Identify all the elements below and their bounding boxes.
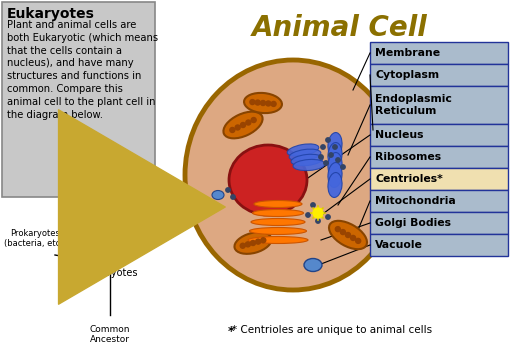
FancyBboxPatch shape <box>91 199 131 216</box>
Ellipse shape <box>329 221 367 249</box>
Circle shape <box>333 145 337 149</box>
FancyBboxPatch shape <box>2 2 155 197</box>
Ellipse shape <box>212 191 224 200</box>
Text: Common
Ancestor: Common Ancestor <box>90 325 130 344</box>
FancyBboxPatch shape <box>370 42 508 64</box>
Text: Animal Cell: Animal Cell <box>252 14 428 42</box>
Circle shape <box>316 219 320 223</box>
Circle shape <box>246 120 251 125</box>
Circle shape <box>326 215 330 219</box>
Circle shape <box>250 240 255 246</box>
Ellipse shape <box>291 154 323 166</box>
Circle shape <box>345 233 351 237</box>
Circle shape <box>266 101 271 106</box>
Ellipse shape <box>248 237 308 244</box>
FancyBboxPatch shape <box>370 212 508 234</box>
Text: Centrioles*: Centrioles* <box>375 174 443 184</box>
Ellipse shape <box>328 152 342 178</box>
Circle shape <box>319 155 323 159</box>
Circle shape <box>261 100 266 106</box>
FancyBboxPatch shape <box>370 168 508 190</box>
Text: Cytoplasm: Cytoplasm <box>375 70 439 80</box>
Text: Nucleus: Nucleus <box>375 130 424 140</box>
Circle shape <box>271 101 276 106</box>
Circle shape <box>250 99 255 105</box>
Circle shape <box>255 100 260 105</box>
Ellipse shape <box>244 93 282 113</box>
Circle shape <box>241 122 246 128</box>
FancyBboxPatch shape <box>370 124 508 146</box>
Circle shape <box>255 239 261 244</box>
Text: Prokaryotes
(bacteria, etc.): Prokaryotes (bacteria, etc.) <box>4 229 66 248</box>
Ellipse shape <box>328 142 342 168</box>
Text: Vacuole: Vacuole <box>375 240 423 250</box>
Text: Fungi: Fungi <box>70 210 96 220</box>
Text: Eukaryotes: Eukaryotes <box>83 268 137 278</box>
FancyBboxPatch shape <box>370 146 508 168</box>
Circle shape <box>336 158 340 162</box>
Circle shape <box>319 211 323 215</box>
Text: * Centrioles are unique to animal cells: * Centrioles are unique to animal cells <box>232 325 432 335</box>
Ellipse shape <box>251 218 305 226</box>
Circle shape <box>235 125 240 130</box>
Circle shape <box>321 145 325 149</box>
Ellipse shape <box>328 162 342 187</box>
Ellipse shape <box>328 173 342 197</box>
Ellipse shape <box>254 201 302 207</box>
Text: Mitochondria: Mitochondria <box>375 196 456 206</box>
FancyBboxPatch shape <box>370 86 508 124</box>
Circle shape <box>329 153 333 157</box>
Circle shape <box>340 229 345 235</box>
Circle shape <box>326 138 330 142</box>
Text: Ribosomes: Ribosomes <box>375 152 441 162</box>
Circle shape <box>356 238 361 244</box>
Text: *: * <box>228 325 234 338</box>
Ellipse shape <box>304 258 322 271</box>
Text: Plants: Plants <box>122 210 152 220</box>
Ellipse shape <box>229 145 307 215</box>
Ellipse shape <box>224 112 263 138</box>
FancyBboxPatch shape <box>370 64 508 86</box>
Circle shape <box>335 227 340 232</box>
Circle shape <box>245 242 250 247</box>
Ellipse shape <box>185 60 401 290</box>
Circle shape <box>311 203 315 207</box>
Text: Golgi Bodies: Golgi Bodies <box>375 218 451 228</box>
Text: Endoplasmic
Reticulum: Endoplasmic Reticulum <box>375 94 452 116</box>
Circle shape <box>231 195 235 199</box>
Text: Plant and animal cells are
both Eukaryotic (which means
that the cells contain a: Plant and animal cells are both Eukaryot… <box>7 20 158 120</box>
Ellipse shape <box>287 144 319 156</box>
Ellipse shape <box>234 232 271 254</box>
Ellipse shape <box>289 149 321 161</box>
Circle shape <box>324 161 328 165</box>
Circle shape <box>351 235 356 240</box>
Circle shape <box>261 238 266 243</box>
Circle shape <box>341 165 345 169</box>
FancyBboxPatch shape <box>370 234 508 256</box>
Circle shape <box>240 243 245 248</box>
Text: Membrane: Membrane <box>375 48 440 58</box>
Ellipse shape <box>252 209 303 216</box>
Circle shape <box>251 118 256 122</box>
Circle shape <box>313 208 323 218</box>
Circle shape <box>230 128 235 132</box>
Ellipse shape <box>249 227 306 235</box>
FancyBboxPatch shape <box>370 190 508 212</box>
Circle shape <box>306 213 310 217</box>
Ellipse shape <box>328 132 342 158</box>
Text: Eukaryotes: Eukaryotes <box>7 7 95 21</box>
Ellipse shape <box>293 159 325 171</box>
Text: Animals: Animals <box>89 202 133 212</box>
Circle shape <box>226 188 230 192</box>
